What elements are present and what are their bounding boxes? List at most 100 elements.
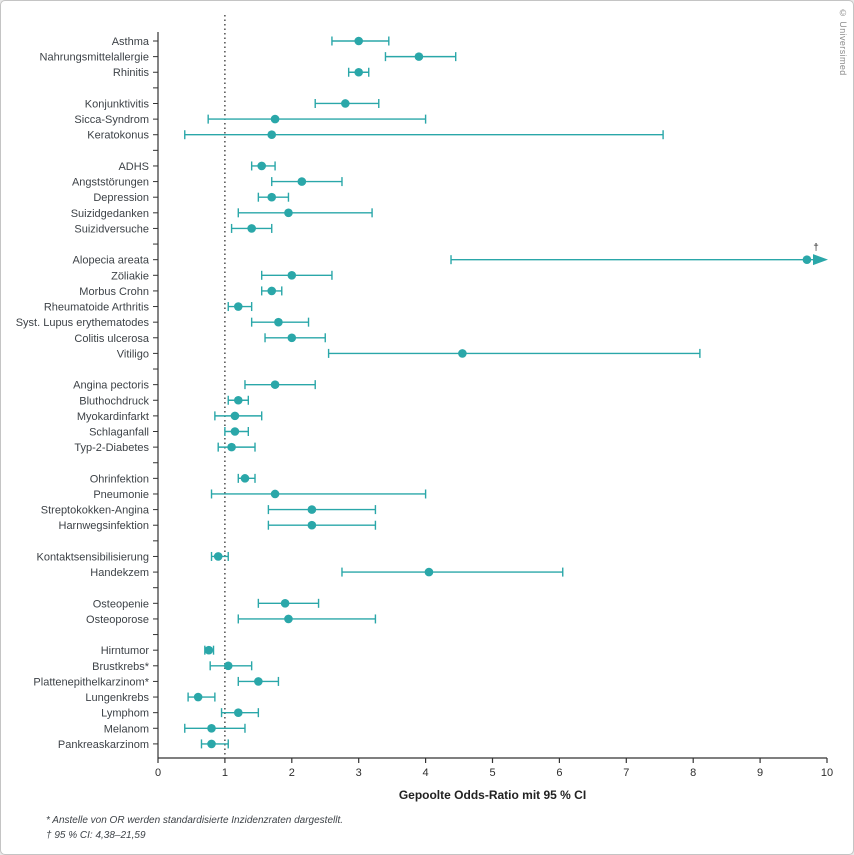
forest-row — [267, 520, 377, 530]
forest-row — [200, 739, 229, 749]
forest-row — [220, 708, 260, 718]
row-label: Morbus Crohn — [79, 286, 149, 298]
or-point — [270, 489, 280, 499]
or-point — [287, 333, 297, 343]
forest-row — [207, 114, 427, 124]
row-label: Schlaganfall — [89, 427, 149, 439]
or-point — [414, 52, 424, 61]
row-label: Hirntumor — [101, 645, 150, 657]
x-tick-label: 2 — [289, 767, 295, 779]
or-point — [354, 36, 364, 46]
or-point — [274, 317, 283, 327]
forest-row — [230, 223, 273, 233]
footnotes: * Anstelle von OR werden standardisierte… — [46, 813, 343, 843]
row-label: Depression — [93, 192, 149, 204]
or-point — [270, 380, 280, 389]
row-label: Osteoporose — [86, 614, 149, 626]
forest-row — [327, 348, 701, 358]
forest-row — [237, 208, 373, 218]
row-label: Colitis ulcerosa — [74, 333, 149, 345]
forest-row — [347, 67, 370, 77]
row-label: Vitiligo — [117, 348, 149, 360]
forest-row — [184, 130, 664, 140]
row-label: Rheumatoide Arthritis — [44, 302, 150, 314]
or-point — [280, 599, 290, 608]
forest-row — [260, 286, 283, 296]
forest-row — [227, 395, 250, 405]
forest-row — [271, 177, 343, 187]
row-label: Alopecia areata — [73, 255, 150, 267]
row-label: Typ-2-Diabetes — [74, 442, 149, 454]
forest-row — [210, 551, 229, 561]
or-point — [297, 177, 307, 186]
row-label: Lymphom — [101, 708, 149, 720]
forest-row — [314, 98, 380, 108]
or-point — [307, 520, 317, 530]
or-point — [213, 552, 223, 561]
forest-row — [237, 473, 256, 483]
or-point — [267, 130, 277, 140]
or-point — [257, 161, 266, 171]
x-tick-label: 7 — [623, 767, 629, 779]
forest-row — [237, 676, 280, 686]
or-point — [233, 302, 243, 311]
or-point — [287, 271, 297, 280]
row-label: Angina pectoris — [73, 380, 149, 392]
row-label: Myokardinfarkt — [77, 411, 149, 423]
or-point — [254, 677, 263, 686]
or-point — [233, 708, 243, 717]
row-label: Osteopenie — [93, 598, 149, 610]
or-point — [207, 739, 216, 749]
or-point — [354, 67, 364, 77]
row-label: Pankreaskarzinom — [58, 739, 149, 751]
or-point — [230, 427, 240, 436]
x-tick-label: 9 — [757, 767, 763, 779]
dagger-annotation: † — [813, 243, 819, 254]
or-point — [458, 349, 467, 358]
or-point — [207, 723, 216, 733]
row-label: Lungenkrebs — [85, 692, 149, 704]
row-label: Ohrinfektion — [90, 473, 149, 485]
forest-row — [184, 723, 246, 733]
or-point — [240, 474, 250, 483]
x-tick-label: 6 — [556, 767, 562, 779]
forest-plot-canvas: 0 1 2 3 4 5 6 7 8 9 10 Gepoolte Odds-Ratio mit 95 %… — [16, 15, 833, 802]
forest-row — [264, 333, 326, 343]
row-label: Nahrungsmittelallergie — [40, 52, 149, 64]
row-label: Konjunktivitis — [85, 98, 150, 110]
x-axis-title: Gepoolte Odds-Ratio mit 95 % CI — [399, 788, 586, 802]
row-label: Suizidversuche — [74, 223, 149, 235]
or-point — [284, 208, 293, 218]
row-label: Sicca-Syndrom — [74, 114, 149, 126]
footnote-asterisk: * Anstelle von OR werden standardisierte… — [46, 815, 344, 826]
forest-row — [250, 317, 310, 327]
forest-row — [341, 567, 564, 577]
or-point — [424, 567, 434, 577]
row-label: Zöliakie — [111, 270, 149, 282]
forest-row — [204, 645, 215, 655]
x-tick-label: 8 — [690, 767, 696, 779]
forest-row — [244, 380, 316, 390]
forest-row — [250, 161, 276, 171]
row-label: ADHS — [118, 161, 149, 173]
forest-row — [227, 302, 253, 312]
x-tick-label: 4 — [423, 767, 429, 779]
row-label: Brustkrebs* — [92, 661, 150, 673]
row-label: Asthma — [112, 36, 150, 48]
forest-row — [214, 411, 263, 421]
forest-row — [331, 36, 390, 46]
or-point — [227, 442, 236, 452]
or-point — [284, 614, 293, 624]
forest-row: † — [450, 243, 828, 266]
row-label: Syst. Lupus erythematodes — [16, 317, 150, 329]
or-point — [307, 505, 317, 514]
or-point — [233, 395, 243, 405]
x-tick-label: 10 — [821, 767, 833, 779]
row-label: Melanom — [104, 723, 149, 735]
footnote-dagger: † 95 % CI: 4,38–21,59 — [46, 830, 146, 841]
x-tick-label: 3 — [356, 767, 362, 779]
forest-row — [217, 442, 256, 452]
x-tick-label: 5 — [489, 767, 495, 779]
row-label: Plattenepithelkarzinom* — [33, 676, 149, 688]
